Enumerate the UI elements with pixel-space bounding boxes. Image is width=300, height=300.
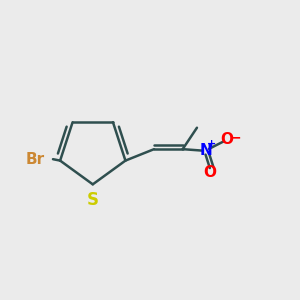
- Text: N: N: [199, 143, 212, 158]
- Text: Br: Br: [25, 152, 44, 167]
- Text: O: O: [220, 132, 233, 147]
- Text: +: +: [207, 139, 217, 149]
- Text: S: S: [87, 191, 99, 209]
- Text: −: −: [230, 130, 242, 144]
- Text: O: O: [203, 165, 216, 180]
